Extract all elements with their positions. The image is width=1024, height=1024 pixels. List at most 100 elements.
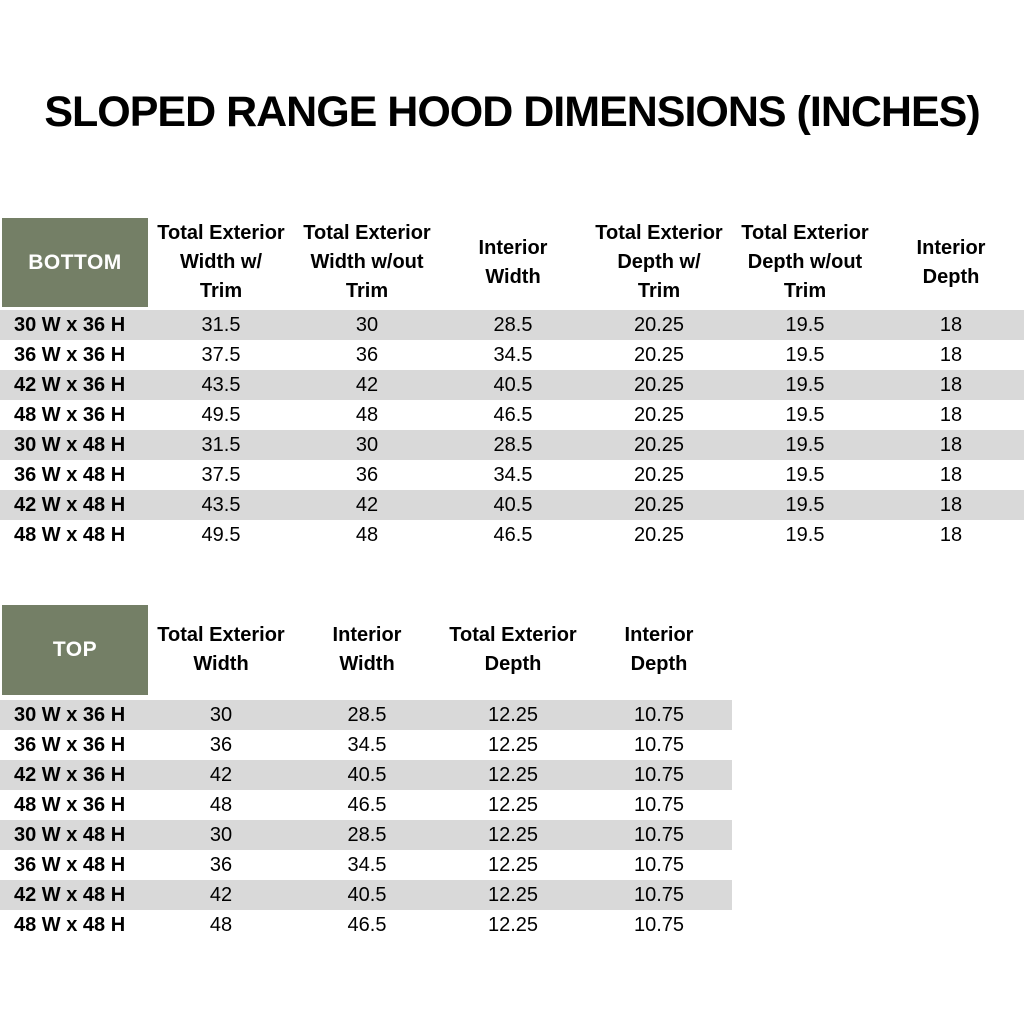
- table-row: 42 W x 48 H 42 40.5 12.25 10.75: [0, 880, 732, 910]
- dimension-cell: 34.5: [493, 463, 533, 486]
- dimension-cell: 12.25: [487, 793, 539, 816]
- dimension-cell: 18: [939, 343, 963, 366]
- dimension-cell: 49.5: [201, 403, 241, 426]
- dimension-cell: 34.5: [347, 853, 387, 876]
- dimension-cell: 46.5: [347, 793, 387, 816]
- dimension-cell: 18: [939, 403, 963, 426]
- dimension-cell: 12.25: [487, 703, 539, 726]
- table-row: 30 W x 36 H 31.5 30 28.5 20.25 19.5 18: [0, 310, 1024, 340]
- dimension-cell: 46.5: [493, 403, 533, 426]
- dimension-cell: 10.75: [633, 883, 685, 906]
- page-title: SLOPED RANGE HOOD DIMENSIONS (INCHES): [44, 88, 980, 136]
- dimension-cell: 20.25: [633, 373, 685, 396]
- dimension-cell: 28.5: [347, 823, 387, 846]
- dimension-cell: 46.5: [347, 913, 387, 936]
- bottom-dimensions-table: BOTTOM Total Exterior Width w/ Trim Total…: [0, 218, 1024, 550]
- dimension-cell: 42: [209, 763, 233, 786]
- dimension-cell: 46.5: [493, 523, 533, 546]
- table-row: 36 W x 48 H 36 34.5 12.25 10.75: [0, 850, 732, 880]
- column-header: Total Exterior Depth w/out Trim: [741, 222, 869, 302]
- table-row: 36 W x 48 H 37.5 36 34.5 20.25 19.5 18: [0, 460, 1024, 490]
- row-label: 36 W x 36 H: [14, 343, 126, 366]
- dimension-cell: 36: [209, 853, 233, 876]
- row-label: 48 W x 48 H: [14, 913, 126, 936]
- dimension-cell: 10.75: [633, 703, 685, 726]
- dimension-cell: 48: [209, 913, 233, 936]
- dimension-cell: 18: [939, 523, 963, 546]
- dimension-cell: 42: [355, 373, 379, 396]
- dimension-cell: 10.75: [633, 763, 685, 786]
- dimension-cell: 43.5: [201, 493, 241, 516]
- column-header: Total Exterior Width w/ Trim: [157, 222, 285, 302]
- table-row: 30 W x 48 H 31.5 30 28.5 20.25 19.5 18: [0, 430, 1024, 460]
- row-label: 42 W x 36 H: [14, 763, 126, 786]
- dimension-cell: 10.75: [633, 913, 685, 936]
- dimension-cell: 12.25: [487, 763, 539, 786]
- dimension-cell: 30: [355, 433, 379, 456]
- top-header-row: TOP Total Exterior Width Interior Width To…: [0, 605, 732, 700]
- dimension-cell: 20.25: [633, 463, 685, 486]
- dimension-cell: 12.25: [487, 853, 539, 876]
- dimension-cell: 19.5: [785, 523, 825, 546]
- dimension-cell: 30: [355, 313, 379, 336]
- dimension-cell: 12.25: [487, 913, 539, 936]
- top-corner-cell: TOP: [0, 605, 148, 700]
- dimension-cell: 20.25: [633, 433, 685, 456]
- table-row: 48 W x 36 H 48 46.5 12.25 10.75: [0, 790, 732, 820]
- dimension-cell: 28.5: [493, 313, 533, 336]
- dimension-cell: 40.5: [347, 763, 387, 786]
- bottom-table-label: BOTTOM: [2, 218, 148, 307]
- dimension-cell: 31.5: [201, 313, 241, 336]
- table-row: 36 W x 36 H 37.5 36 34.5 20.25 19.5 18: [0, 340, 1024, 370]
- dimension-cell: 36: [355, 343, 379, 366]
- top-table-body: 30 W x 36 H 30 28.5 12.25 10.75 36 W x 36 H 36…: [0, 700, 732, 940]
- dimension-cell: 10.75: [633, 793, 685, 816]
- dimension-cell: 18: [939, 373, 963, 396]
- row-label: 48 W x 48 H: [14, 523, 126, 546]
- column-header: Interior Width: [478, 236, 548, 288]
- dimension-cell: 42: [355, 493, 379, 516]
- dimension-cell: 34.5: [347, 733, 387, 756]
- dimension-cell: 43.5: [201, 373, 241, 396]
- dimension-cell: 30: [209, 823, 233, 846]
- dimension-cell: 10.75: [633, 853, 685, 876]
- row-label: 30 W x 36 H: [14, 703, 126, 726]
- dimension-cell: 28.5: [493, 433, 533, 456]
- dimension-cell: 18: [939, 463, 963, 486]
- dimension-cell: 48: [355, 523, 379, 546]
- dimension-cell: 49.5: [201, 523, 241, 546]
- row-label: 30 W x 48 H: [14, 433, 126, 456]
- column-header: Interior Depth: [916, 236, 986, 288]
- table-row: 42 W x 48 H 43.5 42 40.5 20.25 19.5 18: [0, 490, 1024, 520]
- table-row: 42 W x 36 H 43.5 42 40.5 20.25 19.5 18: [0, 370, 1024, 400]
- dimension-cell: 31.5: [201, 433, 241, 456]
- dimension-cell: 19.5: [785, 493, 825, 516]
- dimension-cell: 19.5: [785, 343, 825, 366]
- table-row: 30 W x 36 H 30 28.5 12.25 10.75: [0, 700, 732, 730]
- dimension-cell: 36: [209, 733, 233, 756]
- row-label: 30 W x 36 H: [14, 313, 126, 336]
- bottom-corner-cell: BOTTOM: [0, 218, 148, 310]
- bottom-header-row: BOTTOM Total Exterior Width w/ Trim Total…: [0, 218, 1024, 310]
- dimension-cell: 19.5: [785, 463, 825, 486]
- dimension-cell: 10.75: [633, 733, 685, 756]
- row-label: 48 W x 36 H: [14, 793, 126, 816]
- row-label: 30 W x 48 H: [14, 823, 126, 846]
- row-label: 42 W x 48 H: [14, 493, 126, 516]
- row-label: 42 W x 48 H: [14, 883, 126, 906]
- dimension-cell: 34.5: [493, 343, 533, 366]
- row-label: 36 W x 48 H: [14, 853, 126, 876]
- table-row: 42 W x 36 H 42 40.5 12.25 10.75: [0, 760, 732, 790]
- dimension-cell: 40.5: [493, 493, 533, 516]
- dimension-cell: 37.5: [201, 343, 241, 366]
- top-table-label: TOP: [2, 605, 148, 695]
- column-header: Total Exterior Depth w/ Trim: [595, 222, 723, 302]
- table-row: 36 W x 36 H 36 34.5 12.25 10.75: [0, 730, 732, 760]
- dimension-cell: 48: [355, 403, 379, 426]
- row-label: 42 W x 36 H: [14, 373, 126, 396]
- column-header: Total Exterior Width: [157, 624, 285, 675]
- dimension-cell: 36: [355, 463, 379, 486]
- table-row: 48 W x 36 H 49.5 48 46.5 20.25 19.5 18: [0, 400, 1024, 430]
- column-header: Total Exterior Depth: [449, 624, 577, 675]
